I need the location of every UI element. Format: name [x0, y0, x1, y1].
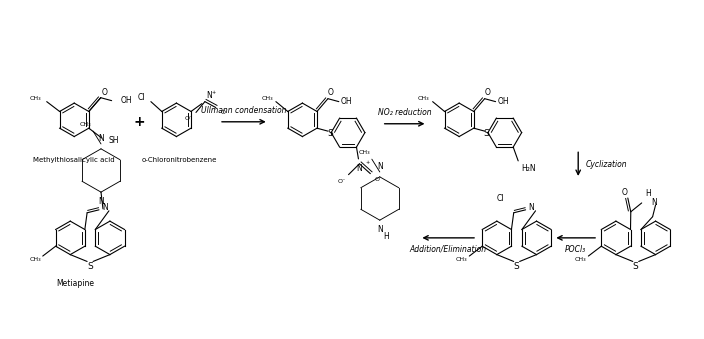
Text: O: O: [622, 187, 628, 197]
Text: CH₃: CH₃: [29, 257, 41, 261]
Text: Addition/Elimination: Addition/Elimination: [410, 245, 486, 254]
Text: CH₃: CH₃: [574, 257, 586, 261]
Text: O: O: [221, 111, 226, 116]
Text: Ullmann condensation: Ullmann condensation: [201, 106, 287, 115]
Text: S: S: [327, 128, 333, 138]
Text: N: N: [652, 198, 658, 207]
Text: CH₃: CH₃: [80, 122, 91, 127]
Text: N: N: [377, 162, 383, 171]
Text: +: +: [134, 115, 146, 129]
Text: H: H: [384, 232, 389, 241]
Text: O⁻: O⁻: [184, 116, 193, 121]
Text: NO₂ reduction: NO₂ reduction: [378, 108, 432, 117]
Text: N: N: [98, 197, 104, 206]
Text: POCl₃: POCl₃: [565, 245, 586, 254]
Text: +: +: [212, 90, 216, 95]
Text: CH₃: CH₃: [418, 96, 429, 101]
Text: OH: OH: [120, 96, 132, 105]
Text: N: N: [529, 203, 534, 212]
Text: S: S: [633, 262, 639, 271]
Text: N: N: [377, 225, 383, 234]
Text: +: +: [365, 160, 370, 165]
Text: O: O: [102, 88, 108, 97]
Text: OH: OH: [341, 97, 353, 106]
Text: Cl: Cl: [496, 194, 504, 203]
Text: O: O: [375, 177, 379, 182]
Text: CH₃: CH₃: [358, 150, 370, 155]
Text: OH: OH: [498, 97, 509, 106]
Text: N: N: [98, 134, 104, 143]
Text: H: H: [646, 189, 651, 198]
Text: Cyclization: Cyclization: [586, 160, 628, 168]
Text: CH₃: CH₃: [261, 96, 273, 101]
Text: S: S: [514, 262, 520, 271]
Text: Methylthiosalicylic acid: Methylthiosalicylic acid: [33, 157, 115, 163]
Text: O: O: [328, 88, 334, 97]
Text: O⁻: O⁻: [337, 179, 346, 184]
Text: Metiapine: Metiapine: [56, 279, 94, 288]
Text: N: N: [356, 164, 363, 173]
Text: H₂N: H₂N: [521, 164, 536, 173]
Text: CH₃: CH₃: [455, 257, 467, 261]
Text: O: O: [485, 88, 491, 97]
Text: Cl: Cl: [137, 93, 145, 102]
Text: SH: SH: [108, 137, 119, 145]
Text: CH₃: CH₃: [30, 96, 42, 101]
Text: o-Chloronitrobenzene: o-Chloronitrobenzene: [142, 157, 217, 163]
Text: N: N: [206, 91, 212, 100]
Text: S: S: [87, 262, 93, 271]
Text: S: S: [484, 128, 489, 138]
Text: N: N: [102, 203, 108, 212]
